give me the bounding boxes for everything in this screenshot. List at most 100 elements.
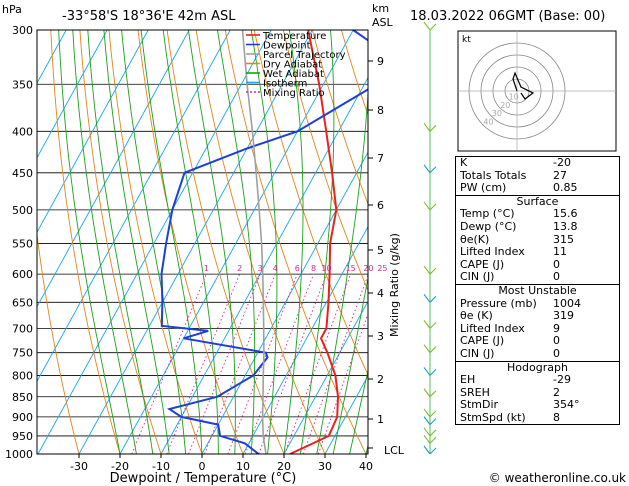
isotherm-line bbox=[37, 30, 67, 85]
index-row: SREH 2 bbox=[456, 385, 619, 400]
wind-barb bbox=[423, 320, 437, 329]
pressure-tick-label: 600 bbox=[12, 268, 33, 281]
legend-label: Dry Adiabat bbox=[263, 60, 322, 71]
wet-adiabat bbox=[121, 30, 187, 454]
mixing-ratio-label: 8 bbox=[311, 264, 316, 273]
x-tick-label: 30 bbox=[318, 460, 332, 473]
index-label: K bbox=[460, 156, 468, 169]
km-tick-label: 2 bbox=[377, 373, 384, 386]
wet-adiabat bbox=[299, 30, 335, 454]
index-label: StmSpd (kt) bbox=[460, 410, 526, 424]
isotherm-line bbox=[37, 30, 108, 159]
indices-hodograph: EH -29 SREH 2 StmDir 354° StmSpd (kt) 8 bbox=[456, 373, 619, 424]
pressure-tick-label: 350 bbox=[12, 78, 33, 91]
mixing-ratio-label: 15 bbox=[346, 264, 356, 273]
isotherm-line bbox=[78, 30, 313, 454]
wet-adiabat bbox=[162, 30, 219, 454]
pressure-tick-label: 800 bbox=[12, 369, 33, 382]
index-value: 8 bbox=[553, 410, 560, 424]
index-value: 2 bbox=[553, 385, 560, 399]
wind-barb bbox=[423, 21, 437, 31]
hodograph-kt-label: kt bbox=[462, 35, 471, 45]
index-value: 0 bbox=[553, 346, 560, 360]
wind-barb bbox=[423, 293, 437, 303]
hodograph-ring-label: 30 bbox=[492, 109, 502, 118]
pressure-tick-label: 750 bbox=[12, 347, 33, 360]
wet-adiabat bbox=[349, 368, 368, 454]
profiles bbox=[160, 30, 368, 454]
asl-label: ASL bbox=[372, 16, 394, 29]
index-value: -29 bbox=[553, 373, 571, 387]
index-value: -20 bbox=[553, 156, 571, 169]
mixing-ratio-label: 6 bbox=[295, 264, 300, 273]
wind-barb bbox=[423, 416, 437, 426]
index-label: StmDir bbox=[460, 398, 499, 412]
wet-adiabat bbox=[332, 275, 368, 454]
pressure-tick-label: 550 bbox=[12, 237, 33, 250]
hodograph-ring-label: 10 bbox=[509, 92, 519, 101]
wind-barb bbox=[423, 164, 437, 174]
dry-adiabat bbox=[195, 30, 326, 454]
mixing-ratio-line bbox=[302, 273, 368, 454]
pressure-tick-label: 300 bbox=[12, 24, 33, 37]
mixing-ratio-labels: 1 2 3 4 6 8 10 15 20 25 bbox=[204, 264, 388, 273]
pressure-tick-label: 700 bbox=[12, 322, 33, 335]
index-label: CIN (J) bbox=[460, 346, 495, 360]
km-tick-label: 4 bbox=[377, 287, 384, 300]
footer-credit: © weatheronline.co.uk bbox=[489, 471, 626, 485]
index-value: 0 bbox=[553, 270, 560, 284]
wind-barb bbox=[423, 388, 437, 398]
hodograph-trace bbox=[512, 71, 535, 100]
mixing-ratio-line bbox=[284, 273, 352, 454]
index-value: 27 bbox=[553, 168, 567, 182]
wet-adiabat bbox=[72, 30, 137, 454]
dry-adiabat bbox=[50, 30, 121, 454]
mixing-ratio-line bbox=[204, 273, 276, 454]
pressure-tick-label: 500 bbox=[12, 204, 33, 217]
x-tick-label: -20 bbox=[111, 460, 129, 473]
pressure-tick-label: 850 bbox=[12, 391, 33, 404]
x-axis-label: Dewpoint / Temperature (°C) bbox=[110, 471, 297, 486]
surface-title: Surface bbox=[516, 194, 559, 208]
index-value: 315 bbox=[553, 232, 574, 246]
wet-adiabat bbox=[250, 30, 278, 454]
index-row: CIN (J) 0 bbox=[456, 346, 619, 361]
hodograph-ring-label: 40 bbox=[483, 118, 493, 127]
isotherm-line bbox=[160, 76, 368, 454]
index-value: 15.6 bbox=[553, 207, 578, 221]
x-tick-label: -30 bbox=[70, 460, 88, 473]
isotherm-line bbox=[324, 374, 368, 454]
index-row: CIN (J) 0 bbox=[456, 271, 619, 284]
index-label: Lifted Index bbox=[460, 321, 525, 335]
location-title: -33°58'S 18°36'E 42m ASL bbox=[62, 9, 236, 24]
dry-adiabat bbox=[282, 30, 368, 292]
x-tick-label: -10 bbox=[152, 460, 170, 473]
index-row: Lifted Index 9 bbox=[456, 321, 619, 336]
mixing-ratio-line bbox=[227, 273, 298, 454]
hpa-label: hPa bbox=[2, 3, 22, 16]
index-value: 354° bbox=[553, 398, 580, 412]
index-row: CAPE (J) 0 bbox=[456, 335, 619, 348]
index-value: 1004 bbox=[553, 296, 581, 310]
isotherm-line bbox=[37, 30, 272, 454]
dry-adiabat bbox=[166, 30, 285, 454]
index-label: EH bbox=[460, 373, 476, 387]
index-row: EH -29 bbox=[456, 373, 619, 387]
indices-general: K -20 Totals Totals 27 PW (cm) 0.85 bbox=[456, 156, 619, 195]
wind-barb bbox=[423, 265, 437, 275]
index-row: CAPE (J) 0 bbox=[456, 258, 619, 272]
index-label: Temp (°C) bbox=[460, 207, 515, 221]
index-row: Dewp (°C) 13.8 bbox=[456, 220, 619, 234]
dry-adiabat bbox=[137, 30, 244, 454]
index-label: Lifted Index bbox=[460, 245, 525, 259]
wet-adiabat bbox=[140, 30, 203, 454]
km-label: km bbox=[372, 2, 389, 15]
legend-label: Parcel Trajectory bbox=[263, 50, 346, 61]
wind-barb bbox=[423, 427, 437, 437]
mixing-ratio-line bbox=[131, 273, 207, 454]
wind-barb bbox=[423, 344, 437, 354]
dry-adiabat bbox=[37, 231, 80, 454]
index-value: 0.85 bbox=[553, 181, 578, 195]
km-tick-label: 6 bbox=[377, 199, 384, 212]
wind-barb bbox=[423, 434, 437, 444]
